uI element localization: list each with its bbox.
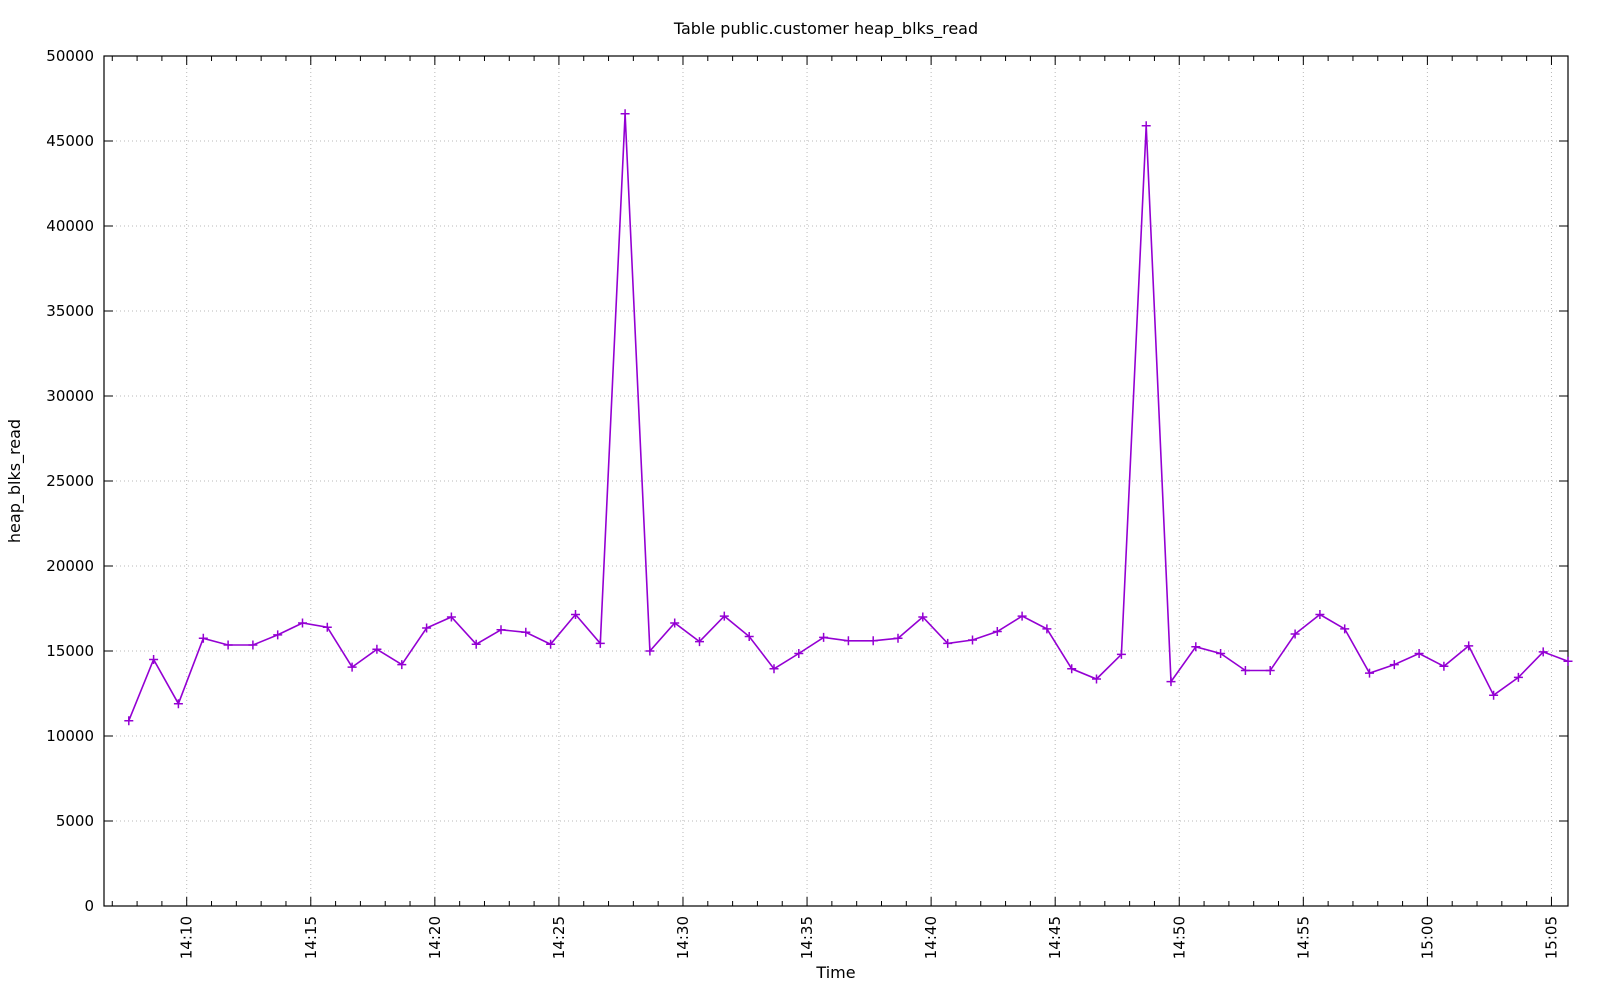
axis-layer: 0 5000 10000 15000 20000 25000 30000 35000 40000…: [46, 47, 1569, 959]
x-tick-label: 14:55: [1294, 916, 1312, 959]
y-tick-label: 40000: [46, 217, 94, 235]
x-tick-label: 14:35: [798, 916, 816, 959]
x-tick-label: 15:00: [1418, 916, 1436, 959]
y-tick-label: 10000: [46, 727, 94, 745]
x-tick-label: 14:20: [426, 916, 444, 959]
y-tick-label: 35000: [46, 302, 94, 320]
series-layer: [124, 109, 1573, 726]
y-tick-label: 50000: [46, 47, 94, 65]
grid-layer: [104, 56, 1568, 906]
plot-border: [103, 55, 1569, 907]
y-tick-label: 0: [84, 897, 94, 915]
y-tick-label: 25000: [46, 472, 94, 490]
y-tick-label: 5000: [56, 812, 94, 830]
y-tick-label: 15000: [46, 642, 94, 660]
x-tick-label: 14:25: [550, 916, 568, 959]
x-tick-label: 14:30: [674, 916, 692, 959]
x-tick-label: 14:40: [922, 916, 940, 959]
chart-title: Table public.customer heap_blks_read: [673, 19, 978, 39]
series-line: [128, 113, 1569, 722]
x-tick-label: 14:10: [178, 916, 196, 959]
y-tick-label: 45000: [46, 132, 94, 150]
x-tick-label: 14:45: [1046, 916, 1064, 959]
x-tick-label: 14:15: [302, 916, 320, 959]
y-tick-label: 20000: [46, 557, 94, 575]
y-tick-label: 30000: [46, 387, 94, 405]
data-point-markers: [124, 109, 1573, 726]
x-axis-title: Time: [815, 963, 855, 982]
x-tick-label: 15:05: [1542, 916, 1560, 959]
y-axis-title: heap_blks_read: [5, 419, 25, 543]
x-tick-label: 14:50: [1170, 916, 1188, 959]
